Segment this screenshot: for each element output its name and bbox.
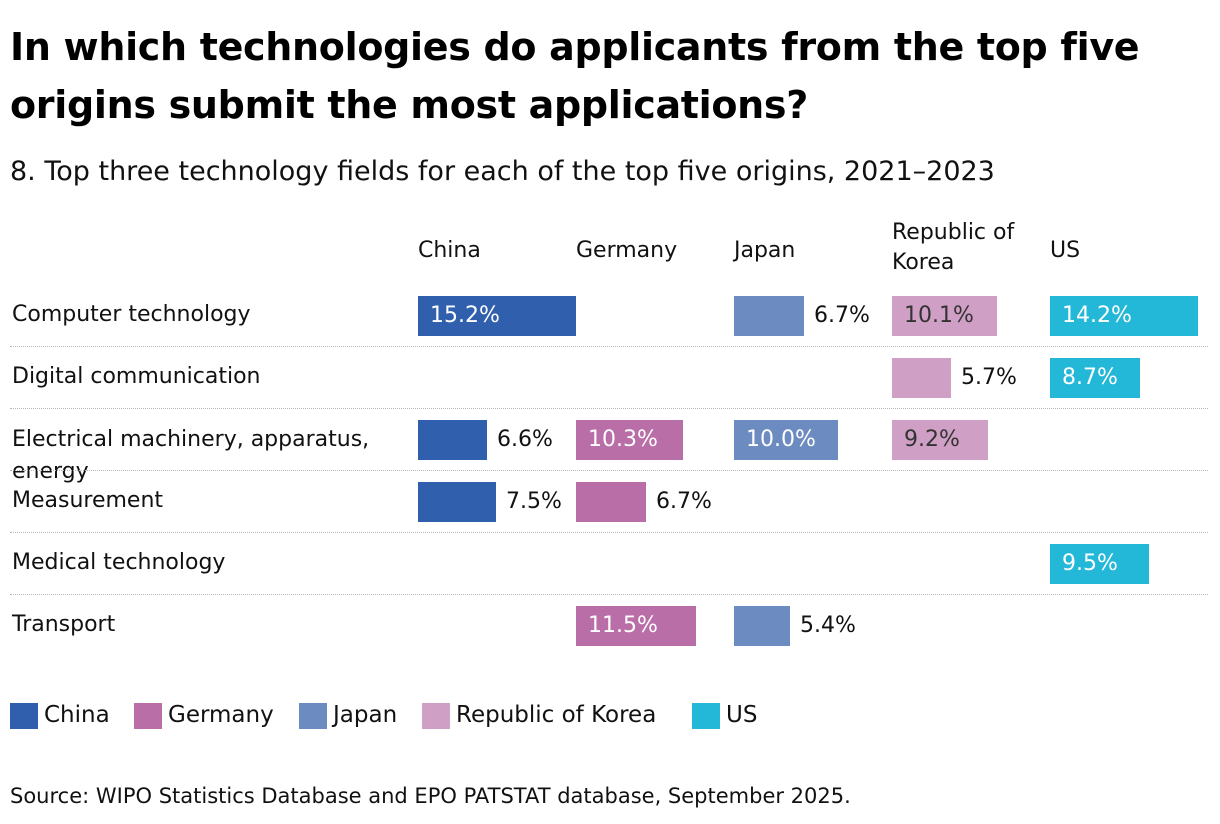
source-note: Source: WIPO Statistics Database and EPO… <box>10 784 851 808</box>
legend-label-us: US <box>726 702 758 728</box>
data-label-japan-electrical-machinery-apparatus-energy: 10.0% <box>746 427 816 452</box>
legend-label-republic-of-korea: Republic of Korea <box>456 702 657 728</box>
row-separator <box>10 408 1208 409</box>
legend-swatch-us <box>692 703 720 729</box>
row-separator <box>10 470 1208 471</box>
chart-title: In which technologies do applicants from… <box>10 25 1140 127</box>
data-label-germany-electrical-machinery-apparatus-energy: 10.3% <box>588 427 658 452</box>
legend-swatch-japan <box>299 703 327 729</box>
legend-label-china: China <box>44 702 110 728</box>
data-label-us-medical-technology: 9.5% <box>1062 551 1118 576</box>
data-label-republic-of-korea-electrical-machinery-apparatus-energy: 9.2% <box>904 427 960 452</box>
bar-germany-electrical-machinery-apparatus-energy <box>576 420 683 460</box>
row-label-medical-technology: Medical technology <box>12 550 226 575</box>
bar-republic-of-korea-digital-communication <box>892 358 951 398</box>
column-header-germany: Germany <box>576 238 678 263</box>
legend-swatch-china <box>10 703 38 729</box>
row-separator <box>10 532 1208 533</box>
bar-china-computer-technology <box>418 296 576 336</box>
chart-subtitle: 8. Top three technology fields for each … <box>10 156 995 187</box>
column-header-republic-of-korea: Republic of Korea <box>892 220 1015 275</box>
data-label-germany-measurement: 6.7% <box>656 489 712 514</box>
legend-label-germany: Germany <box>168 702 274 728</box>
bar-us-digital-communication <box>1050 358 1140 398</box>
bar-republic-of-korea-electrical-machinery-apparatus-energy <box>892 420 988 460</box>
data-label-republic-of-korea-digital-communication: 5.7% <box>961 365 1017 390</box>
column-header-china: China <box>418 238 481 263</box>
bar-japan-computer-technology <box>734 296 804 336</box>
row-separator <box>10 346 1208 347</box>
row-label-electrical-machinery-apparatus-energy: Electrical machinery, apparatus, energy <box>12 427 370 484</box>
legend-swatch-republic-of-korea <box>422 703 450 729</box>
bar-japan-electrical-machinery-apparatus-energy <box>734 420 838 460</box>
data-label-japan-transport: 5.4% <box>800 613 856 638</box>
bar-germany-transport <box>576 606 696 646</box>
row-label-computer-technology: Computer technology <box>12 302 251 327</box>
data-label-china-measurement: 7.5% <box>506 489 562 514</box>
column-header-us: US <box>1050 238 1081 263</box>
row-label-transport: Transport <box>12 612 116 637</box>
data-label-republic-of-korea-computer-technology: 10.1% <box>904 303 974 328</box>
row-label-digital-communication: Digital communication <box>12 364 261 389</box>
bar-china-measurement <box>418 482 496 522</box>
legend-label-japan: Japan <box>333 702 398 728</box>
bar-us-computer-technology <box>1050 296 1198 336</box>
bar-china-electrical-machinery-apparatus-energy <box>418 420 487 460</box>
row-label-measurement: Measurement <box>12 488 164 513</box>
bar-germany-measurement <box>576 482 646 522</box>
data-label-china-electrical-machinery-apparatus-energy: 6.6% <box>497 427 553 452</box>
column-header-japan: Japan <box>734 238 796 263</box>
bar-republic-of-korea-computer-technology <box>892 296 997 336</box>
bar-us-medical-technology <box>1050 544 1149 584</box>
data-label-japan-computer-technology: 6.7% <box>814 303 870 328</box>
data-label-germany-transport: 11.5% <box>588 613 658 638</box>
data-label-us-computer-technology: 14.2% <box>1062 303 1132 328</box>
legend-swatch-germany <box>134 703 162 729</box>
data-label-china-computer-technology: 15.2% <box>430 303 500 328</box>
data-label-us-digital-communication: 8.7% <box>1062 365 1118 390</box>
row-separator <box>10 594 1208 595</box>
bar-japan-transport <box>734 606 790 646</box>
